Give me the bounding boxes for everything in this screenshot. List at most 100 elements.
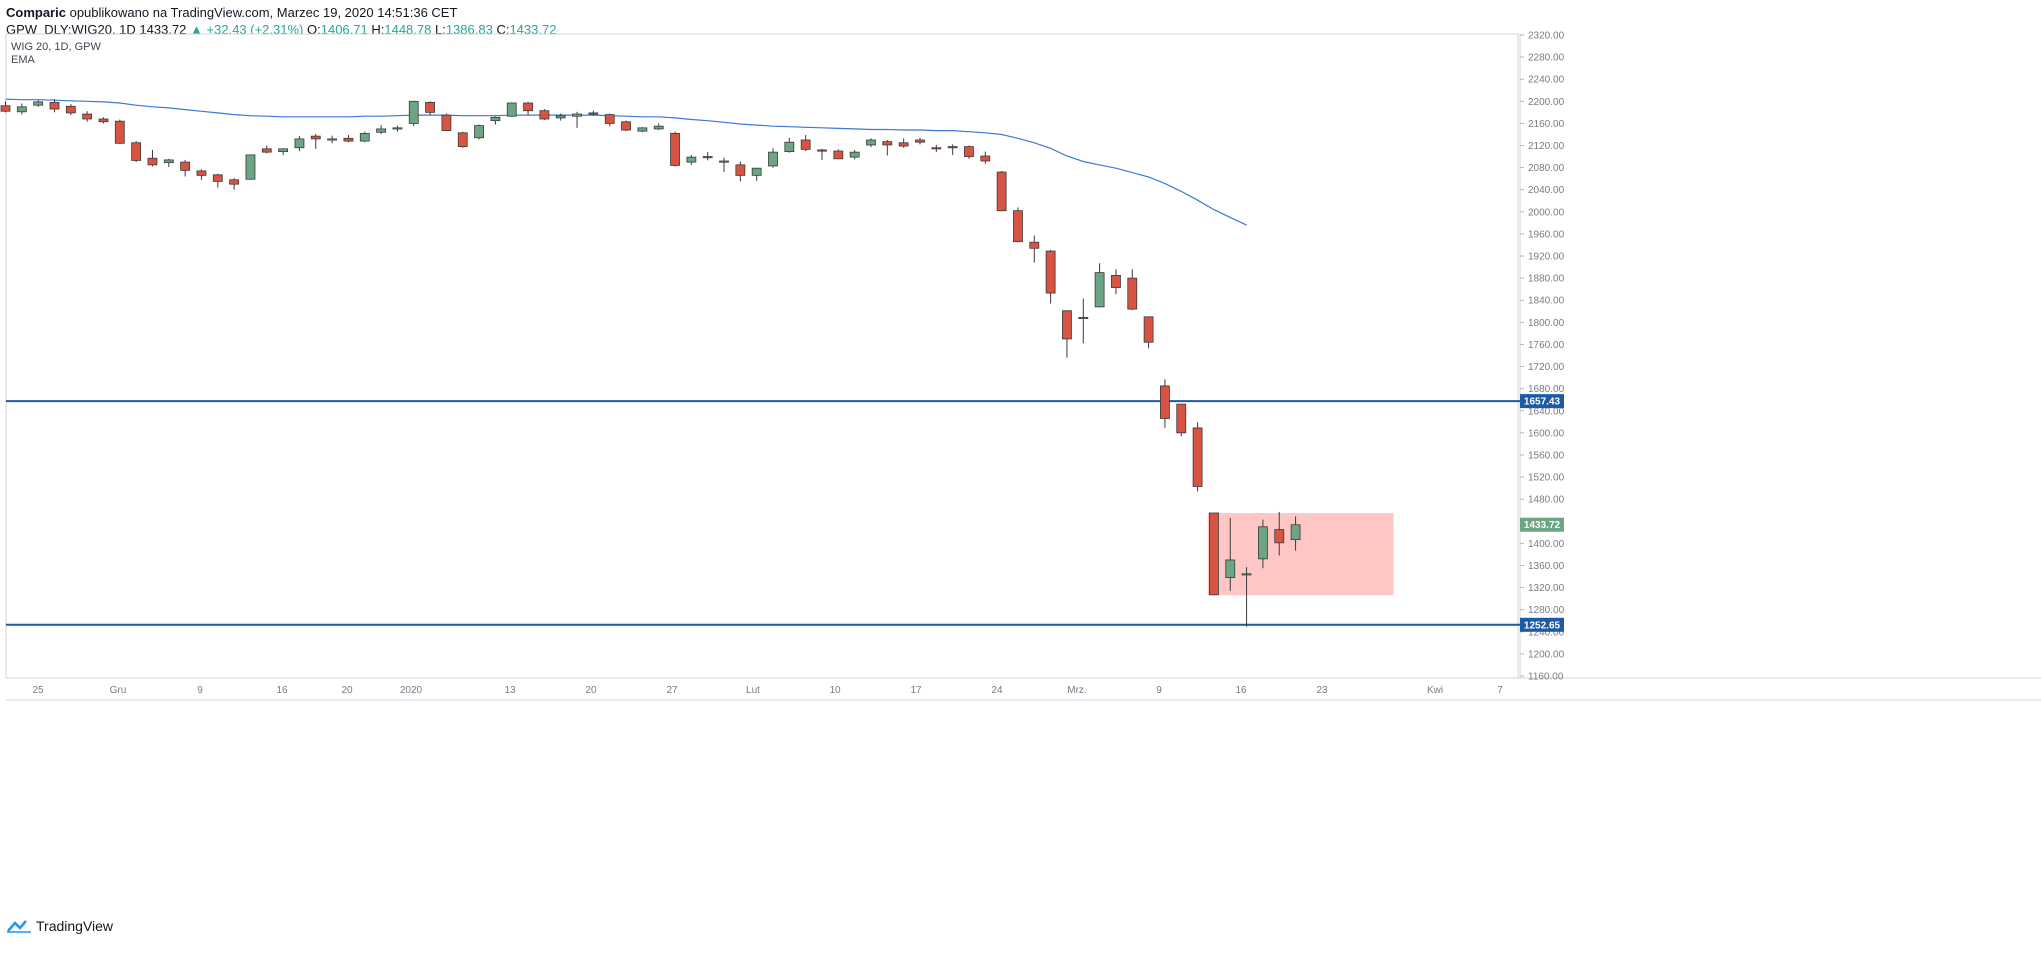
footer-brand[interactable]: TradingView — [6, 918, 113, 934]
candle-body — [1258, 526, 1268, 560]
candle-body — [572, 113, 582, 117]
candle-body — [229, 179, 240, 185]
candle-body — [474, 125, 484, 139]
candle-body — [996, 171, 1007, 212]
candle-body — [866, 139, 876, 146]
close-label: C: — [496, 22, 510, 37]
y-tick-label: 2080.00 — [1528, 163, 1565, 174]
candle-body — [1176, 403, 1187, 434]
candle-body — [1274, 529, 1285, 544]
x-tick-label: 16 — [276, 685, 288, 696]
high-label: H: — [371, 22, 385, 37]
candle-body — [163, 159, 174, 164]
candle-body — [1013, 210, 1023, 243]
y-tick-label: 1360.00 — [1528, 561, 1565, 572]
candle-body — [359, 132, 370, 142]
high-value: 1448.78 — [384, 22, 432, 37]
last-price-label: 1433.72 — [1524, 520, 1561, 531]
x-tick-label: Lut — [746, 685, 760, 696]
y-tick-label: 1680.00 — [1528, 384, 1565, 395]
x-tick-label: 10 — [829, 685, 841, 696]
candle-body — [702, 156, 713, 159]
y-tick-label: 1280.00 — [1528, 605, 1565, 616]
candle-body — [441, 114, 452, 131]
y-tick-label: 2240.00 — [1528, 75, 1565, 86]
y-tick-label: 1800.00 — [1528, 318, 1565, 329]
candle-body — [523, 102, 533, 112]
candle-body — [1160, 385, 1170, 419]
level-price-label: 1657.43 — [1524, 397, 1561, 408]
candle-body — [245, 154, 256, 180]
candle-body — [539, 110, 550, 120]
candle-body — [147, 157, 158, 166]
y-tick-label: 1840.00 — [1528, 296, 1565, 307]
x-tick-label: 23 — [1316, 685, 1328, 696]
chart-legend-title: WIG 20, 1D, GPW — [11, 41, 101, 53]
candle-body — [898, 142, 909, 147]
low-label: L: — [434, 22, 446, 37]
candle-body — [294, 138, 305, 149]
candle-body — [212, 174, 223, 182]
brand-name: TradingView — [36, 918, 114, 934]
candle-body — [327, 138, 338, 141]
candle-body — [408, 100, 419, 124]
x-tick-label: 27 — [666, 685, 678, 696]
candle-body — [637, 127, 648, 132]
candle-body — [1225, 559, 1236, 579]
candle-body — [735, 164, 746, 176]
last-price-tag — [1520, 517, 1564, 532]
chart-legend-indicator: EMA — [11, 54, 36, 66]
y-tick-label: 1760.00 — [1528, 340, 1565, 351]
candle-body — [180, 161, 191, 171]
y-tick-label: 1720.00 — [1528, 362, 1565, 373]
y-tick-label: 1480.00 — [1528, 495, 1565, 506]
candle-body — [621, 121, 631, 131]
tradingview-logo-icon — [7, 920, 31, 933]
published-text: opublikowano na TradingView.com, Marzec … — [69, 5, 458, 20]
candle-body — [1127, 277, 1138, 310]
y-tick-label: 1600.00 — [1528, 428, 1565, 439]
candle-body — [376, 128, 386, 133]
y-tick-label: 1160.00 — [1528, 672, 1564, 683]
candle-body — [1078, 316, 1089, 319]
candle-body — [1094, 272, 1105, 308]
candle-body — [1111, 274, 1121, 288]
x-tick-label: 20 — [585, 685, 597, 696]
x-tick-label: 13 — [504, 685, 516, 696]
candle-body — [98, 118, 109, 123]
level-price-tag — [1520, 394, 1564, 409]
candle-body — [686, 156, 697, 163]
candle-body — [1241, 573, 1252, 576]
candle-body — [719, 160, 729, 163]
x-tick-label: 9 — [197, 685, 203, 696]
candle-body — [800, 139, 811, 150]
x-tick-label: 7 — [1497, 685, 1503, 696]
y-tick-label: 1200.00 — [1528, 649, 1565, 660]
x-tick-label: Mrz. — [1067, 685, 1086, 696]
ohlc-line: GPW_DLY:WIG20, 1D 1433.72 ▲ +32.43 (+2.3… — [6, 22, 556, 37]
low-value: 1386.83 — [445, 22, 493, 37]
candle-body — [506, 102, 517, 117]
level-price-tag — [1520, 617, 1564, 632]
candle-body — [964, 146, 974, 157]
candle-body — [33, 101, 44, 106]
candle-body — [931, 147, 942, 150]
candle-body — [833, 150, 844, 160]
y-tick-label: 1320.00 — [1528, 583, 1565, 594]
y-tick-label: 2320.00 — [1528, 31, 1565, 42]
candle-body — [768, 151, 778, 167]
candle-body — [261, 148, 272, 153]
open-value: 1406.71 — [320, 22, 368, 37]
last-price: 1433.72 — [139, 22, 187, 37]
candle-body — [490, 116, 501, 122]
candle-body — [65, 105, 76, 114]
y-tick-label: 2040.00 — [1528, 185, 1565, 196]
y-tick-label: 1520.00 — [1528, 473, 1565, 484]
open-label: O: — [307, 22, 321, 37]
y-tick-label: 1400.00 — [1528, 539, 1565, 550]
candle-body — [1045, 250, 1056, 294]
x-tick-label: Gru — [110, 685, 127, 696]
candle-body — [392, 127, 403, 130]
